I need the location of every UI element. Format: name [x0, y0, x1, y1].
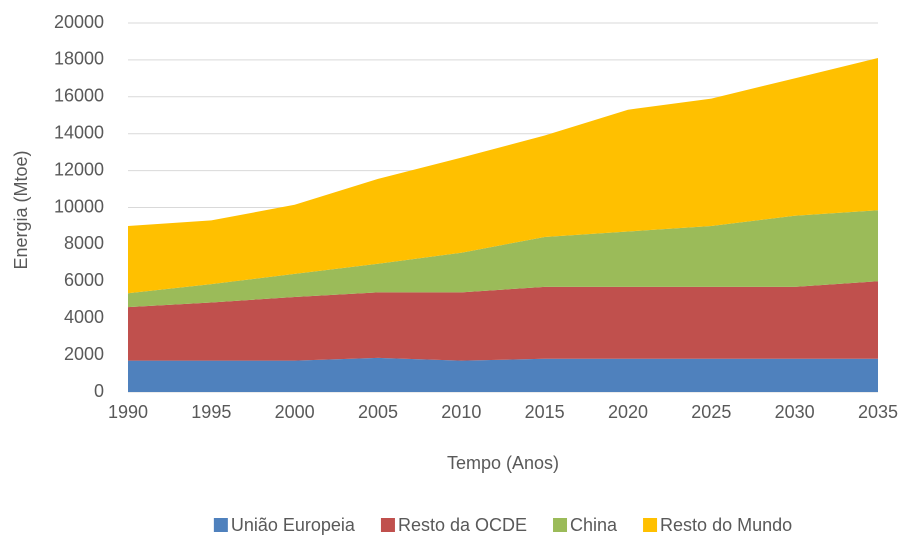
x-tick-label: 2005 [358, 402, 398, 422]
y-tick-label: 6000 [64, 270, 104, 290]
legend-item: Resto da OCDE [380, 515, 527, 535]
area [128, 58, 878, 294]
x-tick-label: 2035 [858, 402, 898, 422]
y-tick-label: 16000 [54, 86, 104, 106]
legend-label: Resto da OCDE [398, 515, 527, 535]
legend-item: Resto do Mundo [643, 515, 792, 535]
legend-label: União Europeia [231, 515, 356, 535]
x-tick-label: 2030 [775, 402, 815, 422]
x-tick-label: 2000 [275, 402, 315, 422]
x-tick-label: 1995 [191, 402, 231, 422]
area [128, 281, 878, 361]
legend-swatch [213, 518, 228, 532]
areas [128, 58, 878, 392]
y-tick-label: 0 [94, 381, 104, 401]
area [128, 357, 878, 392]
labels: 0 2000 4000 6000 8000 10000 12000 14000 16000 180… [54, 12, 898, 422]
legend-swatch [643, 518, 658, 532]
x-tick-label: 1990 [108, 402, 148, 422]
y-tick-label: 14000 [54, 122, 104, 142]
y-axis-title: Energia (Mtoe) [11, 150, 31, 269]
legend: União Europeia Resto da OCDE China Resto do… [213, 515, 792, 535]
x-tick-label: 2020 [608, 402, 648, 422]
legend-label: China [570, 515, 618, 535]
legend-swatch [380, 518, 395, 532]
x-tick-label: 2010 [441, 402, 481, 422]
x-axis-title: Tempo (Anos) [447, 453, 559, 473]
y-tick-label: 4000 [64, 307, 104, 327]
legend-label: Resto do Mundo [660, 515, 792, 535]
x-tick-label: 2025 [691, 402, 731, 422]
y-tick-label: 18000 [54, 49, 104, 69]
y-tick-label: 10000 [54, 196, 104, 216]
legend-item: União Europeia [213, 515, 356, 535]
area [128, 210, 878, 308]
y-tick-label: 8000 [64, 233, 104, 253]
y-tick-label: 20000 [54, 12, 104, 32]
legend-swatch [553, 518, 568, 532]
legend-item: China [553, 515, 618, 535]
y-tick-label: 2000 [64, 344, 104, 364]
x-tick-label: 2015 [525, 402, 565, 422]
y-tick-label: 12000 [54, 159, 104, 179]
